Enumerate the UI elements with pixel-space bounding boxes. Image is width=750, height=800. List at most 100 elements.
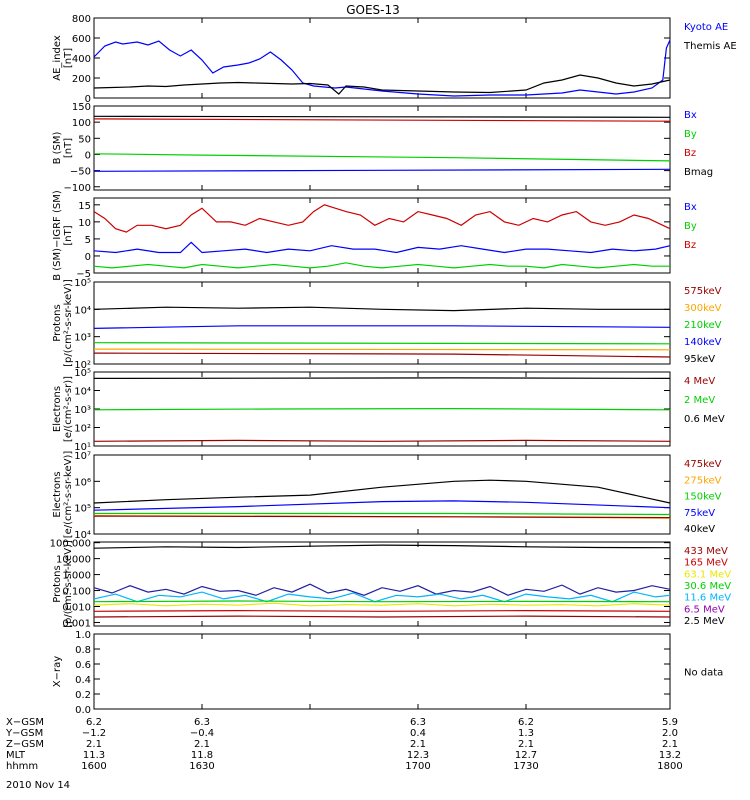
legend-label: 40keV bbox=[684, 524, 715, 535]
panel-electrons1: 10¹ 10² 10³ 10⁴ 10⁵ Electrons [e/(cm²-s-sr)] 4 … bbox=[52, 368, 725, 453]
y-tick-label: 10⁴ bbox=[74, 387, 91, 398]
y-tick-label: 10⁶ bbox=[74, 477, 91, 488]
y-tick-label: 10⁴ bbox=[74, 530, 91, 541]
footer-value: 1730 bbox=[513, 761, 538, 772]
panel-protons1: 10² 10³ 10⁴ 10⁵ Protons [p/(cm²-s-sr-keV)] 575… bbox=[52, 278, 722, 371]
legend-label: 6.5 MeV bbox=[684, 604, 725, 615]
y-tick-label: 10.000 bbox=[56, 555, 91, 566]
panel-bdiff: −5 0 5 10 15 B (SM)−IGRF (SM) [nT] Bx By Bz bbox=[52, 190, 697, 281]
y-axis-label: Electrons bbox=[52, 386, 63, 432]
series-475kev bbox=[93, 515, 671, 519]
y-tick-label: 1.000 bbox=[62, 571, 91, 582]
legend-label: No data bbox=[684, 668, 723, 679]
series-bx bbox=[93, 168, 671, 172]
footer-row-label: X−GSM bbox=[6, 717, 44, 728]
footer-value: 6.2 bbox=[86, 717, 102, 728]
panel-frame bbox=[93, 454, 671, 535]
panel-frame bbox=[93, 281, 671, 365]
y-axis-label: Protons bbox=[52, 565, 63, 602]
legend-label: Bz bbox=[684, 240, 696, 251]
legend-label: 95keV bbox=[684, 354, 715, 365]
legend-label: Bz bbox=[684, 148, 696, 159]
y-axis-label: [e/(cm²-s-sr)] bbox=[63, 376, 74, 442]
series-by bbox=[93, 153, 671, 162]
y-axis-label: [nT] bbox=[63, 225, 74, 245]
y-axis-label: Protons bbox=[52, 304, 63, 341]
legend-label: 30.6 MeV bbox=[684, 581, 731, 592]
y-axis-label: [p/(cm²-s-sr-keV)] bbox=[63, 540, 74, 628]
footer-value: 11.8 bbox=[191, 750, 213, 761]
y-axis-label: B (SM) bbox=[52, 131, 63, 164]
series-11.6-mev bbox=[93, 591, 671, 603]
y-tick-label: 10⁴ bbox=[74, 305, 91, 316]
legend-label: Bmag bbox=[684, 167, 713, 178]
y-tick-label: 100 bbox=[72, 118, 91, 129]
series-433-mev bbox=[93, 615, 671, 618]
panel-xray: 0.0 0.2 0.4 0.6 0.8 1.0 X−ray No data bbox=[52, 630, 723, 716]
date-label: 2010 Nov 14 bbox=[6, 780, 70, 791]
legend-label: By bbox=[684, 221, 697, 232]
y-tick-label: 0.010 bbox=[62, 602, 91, 613]
footer-value: −1.2 bbox=[82, 728, 106, 739]
series-2-mev bbox=[93, 408, 671, 411]
y-tick-label: 15 bbox=[78, 201, 91, 212]
y-tick-label: 10 bbox=[78, 218, 91, 229]
y-tick-label: 400 bbox=[72, 54, 91, 65]
legend-label: 575keV bbox=[684, 286, 722, 297]
series-bz bbox=[93, 118, 671, 122]
series-6.5-mev bbox=[93, 583, 671, 596]
series-0.6-mev bbox=[93, 377, 671, 379]
y-tick-label: 0.6 bbox=[75, 660, 91, 671]
y-axis-label: [e/(cm²-s-sr-keV)] bbox=[63, 451, 74, 539]
panel-frame bbox=[93, 17, 671, 99]
panel-frame bbox=[93, 633, 671, 710]
footer-value: 1800 bbox=[657, 761, 682, 772]
y-tick-label: 10⁵ bbox=[74, 504, 91, 515]
series-2.5-mev bbox=[93, 544, 671, 549]
legend-label: 275keV bbox=[684, 475, 722, 486]
footer-value: 1700 bbox=[405, 761, 430, 772]
legend-label: 433 MeV bbox=[684, 546, 728, 557]
legend-label: 300keV bbox=[684, 303, 722, 314]
y-tick-label: 10² bbox=[74, 424, 91, 435]
y-tick-label: −50 bbox=[70, 167, 91, 178]
legend-label: 475keV bbox=[684, 459, 722, 470]
series-4-mev bbox=[93, 439, 671, 442]
legend-label: Kyoto AE bbox=[684, 22, 728, 33]
y-tick-label: 0.100 bbox=[62, 587, 91, 598]
y-axis-label: [p/(cm²-s-sr-keV)] bbox=[63, 279, 74, 367]
panel-electrons2: 10⁴ 10⁵ 10⁶ 10⁷ Electrons [e/(cm²-s-sr-keV)] 4… bbox=[52, 451, 722, 541]
y-tick-label: 10³ bbox=[74, 333, 91, 344]
legend-label: 2 MeV bbox=[684, 395, 715, 406]
y-tick-label: 10⁵ bbox=[74, 278, 91, 289]
footer-value: 2.1 bbox=[518, 739, 534, 750]
panel-bsm: −100 −50 0 50 100 150 B (SM) [nT] Bx By Bz Bmag bbox=[52, 102, 713, 194]
y-tick-label: 100.000 bbox=[50, 539, 91, 550]
y-tick-label: 200 bbox=[72, 74, 91, 85]
y-tick-label: −100 bbox=[64, 183, 91, 194]
footer-row-label: hhmm bbox=[6, 761, 38, 772]
y-tick-label: 600 bbox=[72, 34, 91, 45]
footer-value: 1630 bbox=[189, 761, 214, 772]
series-63.1-mev bbox=[93, 602, 671, 607]
footer-value: 12.3 bbox=[407, 750, 429, 761]
y-tick-label: 800 bbox=[72, 14, 91, 25]
y-axis-label: B (SM)−IGRF (SM) bbox=[52, 190, 63, 281]
series-150kev bbox=[94, 512, 671, 516]
y-axis-label: [nT] bbox=[63, 48, 74, 68]
legend-label: 75keV bbox=[684, 508, 715, 519]
y-tick-label: 10¹ bbox=[74, 442, 91, 453]
footer-value: 2.1 bbox=[410, 739, 426, 750]
y-tick-label: 0.8 bbox=[75, 645, 91, 656]
y-tick-label: 0 bbox=[85, 150, 91, 161]
footer-row-label: MLT bbox=[6, 750, 26, 761]
footer-row-label: Z−GSM bbox=[6, 739, 44, 750]
legend-label: 140keV bbox=[684, 337, 722, 348]
series-bmag bbox=[93, 115, 671, 118]
legend-label: 210keV bbox=[684, 320, 722, 331]
footer-value: 2.1 bbox=[86, 739, 102, 750]
footer-value: 11.3 bbox=[83, 750, 105, 761]
footer-value: 6.3 bbox=[194, 717, 210, 728]
footer-value: 13.2 bbox=[659, 750, 681, 761]
